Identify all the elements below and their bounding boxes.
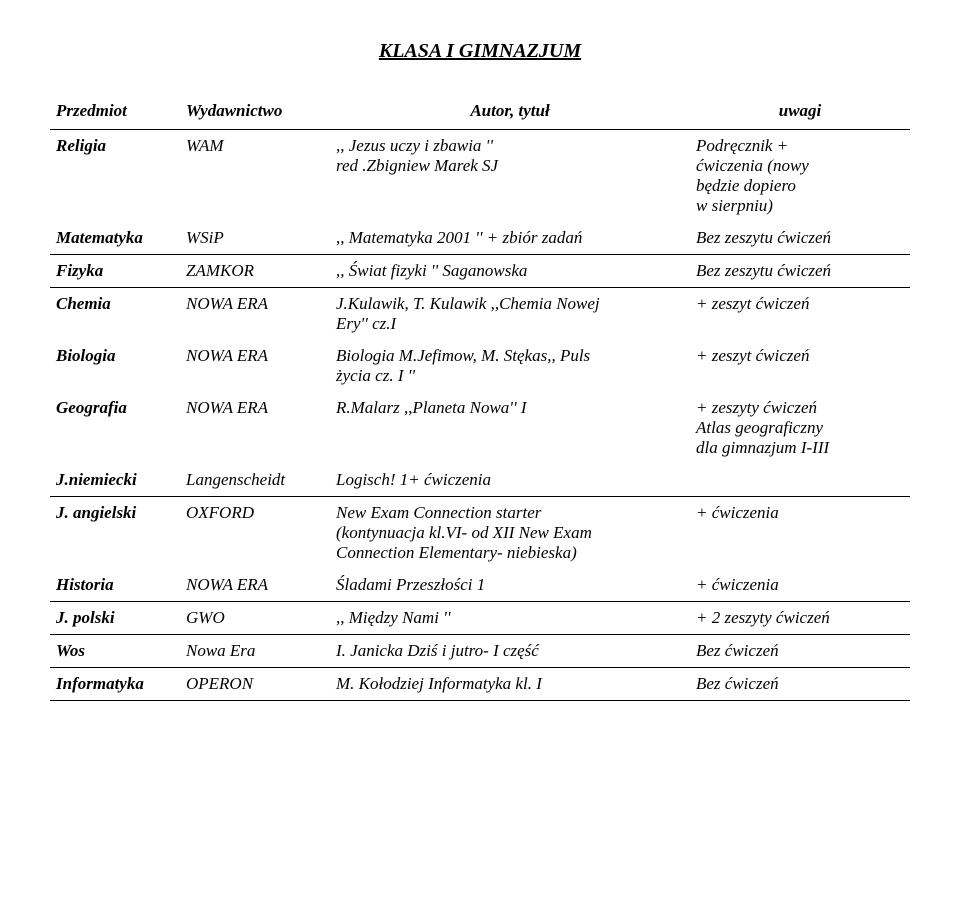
- cell-subject: Biologia: [50, 340, 180, 392]
- header-notes: uwagi: [690, 93, 910, 129]
- table-row: FizykaZAMKOR,, Świat fizyki '' Saganowsk…: [50, 255, 910, 288]
- cell-notes: + ćwiczenia: [690, 569, 910, 601]
- table-row: ChemiaNOWA ERAJ.Kulawik, T. Kulawik ,,Ch…: [50, 288, 910, 341]
- cell-title: ,, Matematyka 2001 '' + zbiór zadań: [330, 222, 690, 254]
- cell-notes: [690, 464, 910, 496]
- cell-notes: + 2 zeszyty ćwiczeń: [690, 602, 910, 635]
- table-row: InformatykaOPERONM. Kołodziej Informatyk…: [50, 668, 910, 701]
- cell-publisher: WAM: [180, 130, 330, 223]
- cell-title: J.Kulawik, T. Kulawik ,,Chemia Nowej Ery…: [330, 288, 690, 341]
- cell-subject: Historia: [50, 569, 180, 601]
- cell-notes: Bez zeszytu ćwiczeń: [690, 255, 910, 288]
- header-row: Przedmiot Wydawnictwo Autor, tytuł uwagi: [50, 93, 910, 129]
- cell-notes: Podręcznik + ćwiczenia (nowy będzie dopi…: [690, 130, 910, 223]
- textbook-table: Przedmiot Wydawnictwo Autor, tytuł uwagi…: [50, 93, 910, 701]
- cell-notes: Bez zeszytu ćwiczeń: [690, 222, 910, 254]
- cell-publisher: OPERON: [180, 668, 330, 701]
- cell-title: I. Janicka Dziś i jutro- I część: [330, 635, 690, 668]
- cell-notes: Bez ćwiczeń: [690, 668, 910, 701]
- table-row: J.niemieckiLangenscheidtLogisch! 1+ ćwic…: [50, 464, 910, 496]
- cell-subject: Fizyka: [50, 255, 180, 288]
- cell-title: Logisch! 1+ ćwiczenia: [330, 464, 690, 496]
- cell-notes: + zeszyty ćwiczeń Atlas geograficzny dla…: [690, 392, 910, 464]
- table-row: WosNowa EraI. Janicka Dziś i jutro- I cz…: [50, 635, 910, 668]
- table-row: J. polskiGWO,, Między Nami ''+ 2 zeszyty…: [50, 602, 910, 635]
- cell-title: Śladami Przeszłości 1: [330, 569, 690, 601]
- cell-subject: Geografia: [50, 392, 180, 464]
- cell-title: New Exam Connection starter (kontynuacja…: [330, 497, 690, 570]
- header-subject: Przedmiot: [50, 93, 180, 129]
- cell-publisher: WSiP: [180, 222, 330, 254]
- cell-title: ,, Jezus uczy i zbawia '' red .Zbigniew …: [330, 130, 690, 223]
- cell-title: R.Malarz ,,Planeta Nowa'' I: [330, 392, 690, 464]
- cell-subject: Religia: [50, 130, 180, 223]
- cell-notes: + ćwiczenia: [690, 497, 910, 570]
- cell-notes: Bez ćwiczeń: [690, 635, 910, 668]
- cell-title: ,, Świat fizyki '' Saganowska: [330, 255, 690, 288]
- header-publisher: Wydawnictwo: [180, 93, 330, 129]
- cell-notes: + zeszyt ćwiczeń: [690, 288, 910, 341]
- cell-subject: Chemia: [50, 288, 180, 341]
- cell-publisher: ZAMKOR: [180, 255, 330, 288]
- cell-subject: Matematyka: [50, 222, 180, 254]
- cell-title: M. Kołodziej Informatyka kl. I: [330, 668, 690, 701]
- cell-subject: J.niemiecki: [50, 464, 180, 496]
- cell-subject: Wos: [50, 635, 180, 668]
- cell-title: ,, Między Nami '': [330, 602, 690, 635]
- cell-publisher: NOWA ERA: [180, 392, 330, 464]
- table-row: GeografiaNOWA ERAR.Malarz ,,Planeta Nowa…: [50, 392, 910, 464]
- cell-publisher: OXFORD: [180, 497, 330, 570]
- table-row: J. angielskiOXFORDNew Exam Connection st…: [50, 497, 910, 570]
- cell-publisher: Langenscheidt: [180, 464, 330, 496]
- cell-title: Biologia M.Jefimow, M. Stękas,, Puls życ…: [330, 340, 690, 392]
- cell-subject: Informatyka: [50, 668, 180, 701]
- table-row: ReligiaWAM,, Jezus uczy i zbawia '' red …: [50, 130, 910, 223]
- cell-notes: + zeszyt ćwiczeń: [690, 340, 910, 392]
- table-row: MatematykaWSiP,, Matematyka 2001 '' + zb…: [50, 222, 910, 254]
- table-row: HistoriaNOWA ERAŚladami Przeszłości 1+ ć…: [50, 569, 910, 601]
- cell-publisher: NOWA ERA: [180, 288, 330, 341]
- cell-publisher: GWO: [180, 602, 330, 635]
- cell-publisher: NOWA ERA: [180, 569, 330, 601]
- cell-publisher: Nowa Era: [180, 635, 330, 668]
- table-row: BiologiaNOWA ERABiologia M.Jefimow, M. S…: [50, 340, 910, 392]
- cell-publisher: NOWA ERA: [180, 340, 330, 392]
- cell-subject: J. polski: [50, 602, 180, 635]
- cell-subject: J. angielski: [50, 497, 180, 570]
- header-title: Autor, tytuł: [330, 93, 690, 129]
- page-title: KLASA I GIMNAZJUM: [50, 40, 910, 63]
